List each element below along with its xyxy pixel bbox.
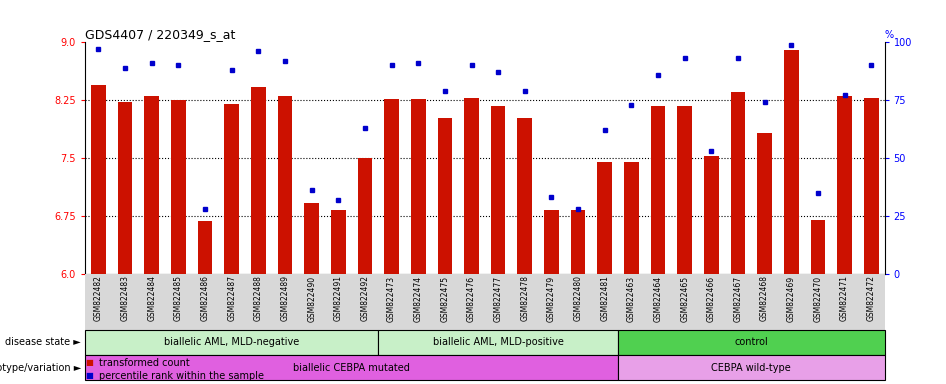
Text: GSM822479: GSM822479 bbox=[547, 275, 556, 321]
Text: biallelic CEBPA mutated: biallelic CEBPA mutated bbox=[293, 362, 410, 372]
Bar bbox=[758, 133, 772, 274]
Bar bbox=[677, 106, 692, 274]
Bar bbox=[171, 100, 185, 274]
Text: GSM822482: GSM822482 bbox=[94, 275, 103, 321]
Text: biallelic AML, MLD-positive: biallelic AML, MLD-positive bbox=[432, 338, 564, 348]
Text: disease state ►: disease state ► bbox=[6, 338, 81, 348]
Text: GSM822468: GSM822468 bbox=[760, 275, 769, 321]
Bar bbox=[618, 330, 885, 355]
Bar bbox=[651, 106, 665, 274]
Text: GSM822488: GSM822488 bbox=[254, 275, 263, 321]
Bar bbox=[438, 118, 452, 274]
Bar bbox=[618, 355, 885, 380]
Bar bbox=[598, 162, 612, 274]
Bar bbox=[624, 162, 639, 274]
Text: GSM822492: GSM822492 bbox=[360, 275, 370, 321]
Text: GSM822477: GSM822477 bbox=[494, 275, 502, 321]
Text: GSM822474: GSM822474 bbox=[413, 275, 423, 321]
Bar bbox=[704, 156, 719, 274]
Text: ■: ■ bbox=[85, 371, 93, 380]
Text: GSM822467: GSM822467 bbox=[733, 275, 743, 321]
Bar bbox=[384, 99, 399, 274]
Bar bbox=[198, 221, 212, 274]
Text: percentile rank within the sample: percentile rank within the sample bbox=[99, 371, 264, 381]
Bar bbox=[811, 220, 825, 274]
Bar bbox=[118, 103, 132, 274]
Text: GSM822490: GSM822490 bbox=[307, 275, 316, 321]
Text: GSM822476: GSM822476 bbox=[467, 275, 476, 321]
Text: GSM822469: GSM822469 bbox=[787, 275, 796, 321]
Bar bbox=[570, 210, 586, 274]
Text: GSM822464: GSM822464 bbox=[654, 275, 662, 321]
Text: GSM822480: GSM822480 bbox=[573, 275, 583, 321]
Bar bbox=[331, 210, 345, 274]
Text: GSM822473: GSM822473 bbox=[387, 275, 396, 321]
Bar bbox=[85, 330, 378, 355]
Bar bbox=[85, 355, 618, 380]
Text: GSM822463: GSM822463 bbox=[627, 275, 636, 321]
Bar bbox=[837, 96, 851, 274]
Text: GSM822478: GSM822478 bbox=[520, 275, 530, 321]
Text: genotype/variation ►: genotype/variation ► bbox=[0, 362, 81, 372]
Bar bbox=[305, 203, 319, 274]
Text: biallelic AML, MLD-negative: biallelic AML, MLD-negative bbox=[164, 338, 299, 348]
Text: GSM822470: GSM822470 bbox=[814, 275, 822, 321]
Bar bbox=[251, 87, 266, 274]
Text: GSM822489: GSM822489 bbox=[280, 275, 289, 321]
Text: GSM822472: GSM822472 bbox=[867, 275, 876, 321]
Bar bbox=[358, 158, 372, 274]
Bar bbox=[784, 50, 798, 274]
Bar bbox=[411, 99, 426, 274]
Text: ■: ■ bbox=[85, 358, 93, 367]
Text: control: control bbox=[734, 338, 768, 348]
Text: GSM822486: GSM822486 bbox=[201, 275, 210, 321]
Bar bbox=[224, 104, 239, 274]
Text: GSM822484: GSM822484 bbox=[148, 275, 156, 321]
Text: GSM822481: GSM822481 bbox=[600, 275, 609, 321]
Text: %: % bbox=[885, 30, 894, 40]
Text: GSM822465: GSM822465 bbox=[680, 275, 690, 321]
Bar bbox=[145, 96, 159, 274]
Text: GSM822491: GSM822491 bbox=[334, 275, 342, 321]
Bar bbox=[491, 106, 505, 274]
Text: CEBPA wild-type: CEBPA wild-type bbox=[711, 362, 791, 372]
Text: GSM822487: GSM822487 bbox=[227, 275, 236, 321]
Bar bbox=[278, 96, 292, 274]
Bar bbox=[464, 98, 479, 274]
Bar bbox=[864, 98, 879, 274]
Text: GSM822483: GSM822483 bbox=[120, 275, 130, 321]
Bar bbox=[378, 330, 618, 355]
Bar bbox=[91, 85, 106, 274]
Text: GSM822466: GSM822466 bbox=[707, 275, 716, 321]
Text: GSM822485: GSM822485 bbox=[174, 275, 183, 321]
Bar bbox=[544, 210, 559, 274]
Bar bbox=[517, 118, 532, 274]
Text: GSM822471: GSM822471 bbox=[840, 275, 850, 321]
Text: GDS4407 / 220349_s_at: GDS4407 / 220349_s_at bbox=[85, 28, 236, 41]
Bar bbox=[730, 93, 745, 274]
Text: GSM822475: GSM822475 bbox=[440, 275, 449, 321]
Text: transformed count: transformed count bbox=[99, 358, 190, 368]
